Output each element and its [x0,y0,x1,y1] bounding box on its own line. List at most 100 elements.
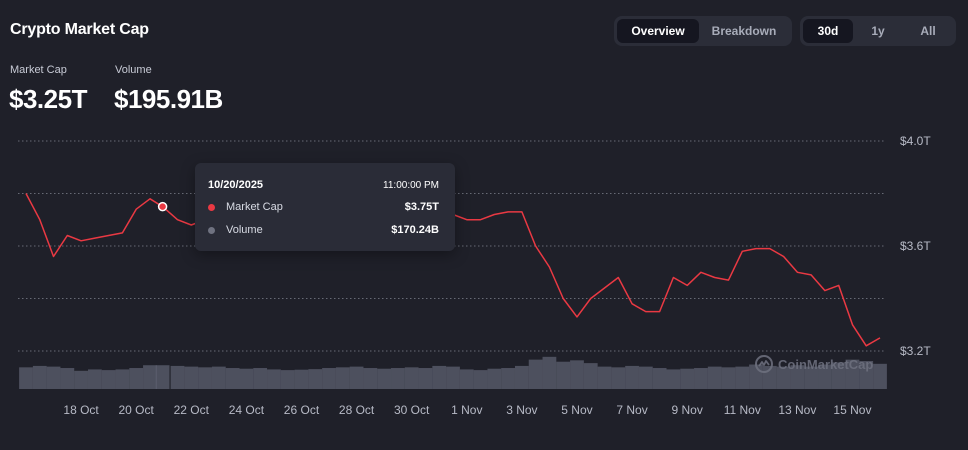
volume-bar [487,368,502,389]
volume-bar [115,369,130,389]
tooltip-label: Volume [226,224,263,236]
volume-bar [859,361,874,389]
volume-bar [349,366,364,389]
volume-bar [501,368,515,389]
volume-bar [363,368,378,389]
volume-bar [60,368,75,389]
page-title: Crypto Market Cap [10,21,149,38]
x-tick-label: 1 Nov [451,403,482,417]
tooltip-row-market-cap: Market Cap $3.75T [208,201,439,215]
tooltip-row-volume: Volume $170.24B [208,224,439,238]
volume-bar [528,359,543,389]
volume-bar [198,367,212,389]
volume-bars [19,356,887,389]
tab-breakdown[interactable]: Breakdown [711,24,777,38]
hover-point [157,201,168,212]
volume-bar [308,369,323,389]
volume-bar [831,362,846,389]
volume-bar [459,369,474,389]
volume-bar [804,366,819,389]
volume-bar [721,367,736,389]
volume-bar [707,366,722,389]
x-tick-label: 7 Nov [616,403,647,417]
volume-bar [597,366,612,389]
volume-bar [652,368,667,389]
y-tick-label: $4.0T [900,134,931,148]
tooltip-value: $3.75T [404,201,439,213]
volume-bar [446,366,460,389]
volume-bar [87,369,102,389]
y-tick-label: $3.2T [900,344,931,358]
x-tick-label: 30 Oct [394,403,430,417]
volume-bar [294,369,309,389]
volume-bar [638,366,653,389]
volume-bar [556,361,571,389]
x-tick-label: 24 Oct [229,403,265,417]
volume-bar [170,365,185,389]
volume-bar [680,368,695,389]
x-tick-label: 11 Nov [724,403,761,417]
volume-bar [570,360,584,389]
volume-bar [776,366,791,389]
volume-bar [542,356,557,389]
x-tick-label: 13 Nov [778,403,816,417]
volume-bar [432,365,447,389]
tooltip-label: Market Cap [226,201,283,213]
volume-bar [239,368,254,389]
volume-dot-icon [208,227,215,234]
tooltip-time: 11:00:00 PM [383,180,439,191]
volume-bar [377,368,392,389]
volume-bar [666,369,681,389]
volume-bar [225,368,240,389]
range-all[interactable]: All [920,24,936,38]
y-axis: $4.0T $3.6T $3.2T [900,134,931,358]
volume-bar [583,363,598,389]
watermark: CoinMarketCap [754,354,873,374]
market-cap-dot-icon [208,204,215,211]
x-tick-label: 5 Nov [561,403,592,417]
volume-bar [19,367,33,389]
volume-bar [845,359,860,389]
volume-bar [46,366,61,389]
x-axis: 18 Oct 20 Oct 22 Oct 24 Oct 26 Oct 28 Oct 30 O… [63,403,871,417]
volume-bar [74,370,88,389]
x-tick-label: 28 Oct [339,403,375,417]
tooltip-date: 10/20/2025 [208,179,264,191]
volume-bar [280,370,295,389]
volume-bar [184,366,199,389]
range-1y[interactable]: 1y [871,24,885,38]
x-tick-label: 26 Oct [284,403,320,417]
grid-lines [18,140,885,352]
volume-bar [611,367,626,389]
x-tick-label: 18 Oct [63,403,99,417]
tab-overview[interactable]: Overview [617,19,699,43]
volume-bar [211,366,226,389]
volume-label: Volume [115,64,152,76]
volume-bar [322,368,336,389]
volume-bar [404,367,419,389]
range-30d[interactable]: 30d [803,19,853,43]
chart-tooltip: 10/20/2025 11:00:00 PM Market Cap $3.75T… [195,163,455,251]
x-tick-label: 9 Nov [671,403,702,417]
x-tick-label: 22 Oct [174,403,210,417]
volume-bar [129,368,144,389]
volume-bar [790,365,805,389]
volume-bar [335,367,350,389]
volume-bar [418,368,433,389]
volume-bar [735,366,750,389]
volume-bar [267,369,281,389]
x-tick-label: 20 Oct [119,403,155,417]
volume-bar [873,363,887,389]
volume-bar [253,368,268,389]
coinmarketcap-logo-icon [755,355,773,373]
volume-bar [818,364,832,389]
range-toggle: 30d 1y All [800,16,956,46]
watermark-text: CoinMarketCap [778,356,874,372]
x-tick-label: 15 Nov [833,403,871,417]
volume-bar [32,365,47,389]
volume-bar [473,370,488,389]
tooltip-value: $170.24B [391,224,439,236]
volume-bar [101,370,116,389]
volume-value: $195.91B [114,84,223,114]
